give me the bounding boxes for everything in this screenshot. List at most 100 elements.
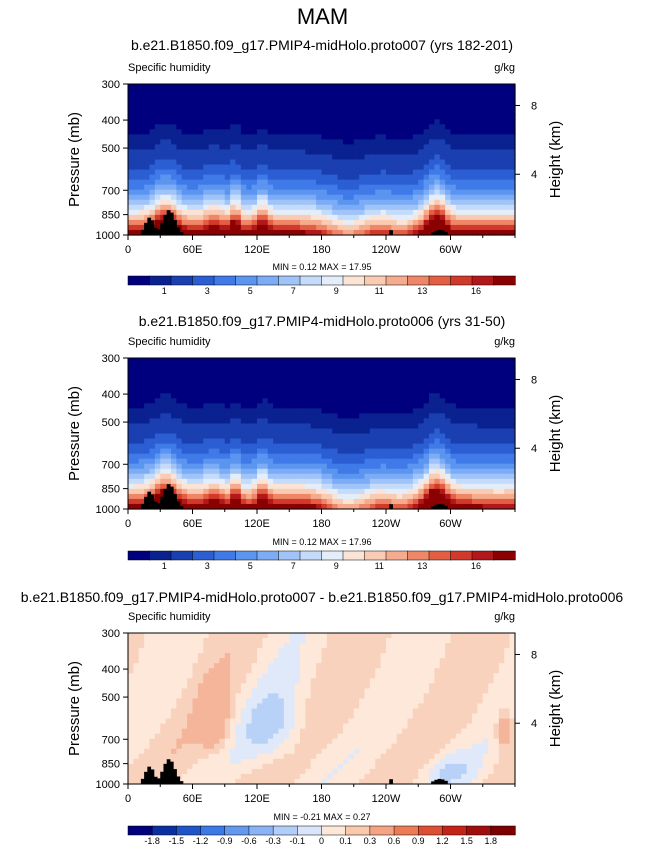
heatmap-cell: [262, 398, 269, 404]
heatmap-cell: [289, 134, 296, 140]
heatmap-cell: [450, 418, 457, 425]
heatmap-cell: [192, 768, 199, 775]
heatmap-cell: [407, 373, 414, 379]
heatmap-cell: [214, 358, 220, 364]
heatmap-cell: [224, 159, 231, 166]
heatmap-cell: [257, 149, 263, 156]
heatmap-cell: [214, 368, 220, 374]
heatmap-cell: [192, 423, 199, 430]
topography-block: [166, 484, 171, 509]
heatmap-cell: [305, 373, 312, 379]
heatmap-cell: [488, 368, 495, 374]
heatmap-cell: [412, 418, 419, 425]
heatmap-cell: [197, 633, 204, 639]
heatmap-cell: [305, 184, 312, 191]
heatmap-cell: [429, 408, 435, 414]
heatmap-cell: [251, 448, 258, 455]
heatmap-cell: [171, 438, 177, 445]
heatmap-cell: [128, 733, 134, 740]
heatmap-cell: [144, 648, 151, 654]
heatmap-cell: [278, 134, 285, 140]
heatmap-cell: [391, 129, 398, 135]
heatmap-cell: [391, 224, 398, 231]
heatmap-cell: [219, 493, 226, 500]
heatmap-cell: [305, 458, 312, 465]
heatmap-cell: [466, 393, 473, 399]
heatmap-cell: [273, 423, 280, 430]
heatmap-cell: [337, 219, 344, 226]
heatmap-cell: [321, 408, 328, 414]
heatmap-cell: [294, 388, 301, 394]
heatmap-cell: [273, 199, 280, 206]
heatmap-cells: [128, 84, 516, 236]
heatmap-cell: [305, 483, 312, 490]
heatmap-cell: [493, 184, 500, 191]
heatmap-cell: [138, 708, 145, 715]
heatmap-cell: [509, 488, 516, 495]
heatmap-cell: [262, 124, 269, 130]
heatmap-cell: [138, 698, 145, 705]
heatmap-cell: [128, 718, 134, 725]
heatmap-cell: [154, 703, 161, 710]
heatmap-cell: [154, 149, 161, 156]
heatmap-cell: [262, 94, 269, 100]
heatmap-cell: [369, 84, 376, 90]
heatmap-cell: [154, 438, 161, 445]
heatmap-cell: [300, 219, 306, 226]
heatmap-cell: [240, 393, 247, 399]
colorbar-swatch: [127, 550, 151, 561]
heatmap-cell: [343, 423, 349, 430]
heatmap-cell: [439, 358, 446, 364]
heatmap-cell: [262, 373, 269, 379]
heatmap-cell: [369, 438, 376, 445]
heatmap-cell: [138, 743, 145, 750]
heatmap-cell: [273, 174, 280, 181]
heatmap-cell: [262, 438, 269, 445]
heatmap-cell: [165, 658, 172, 664]
heatmap-cell: [461, 104, 468, 110]
heatmap-cell: [154, 214, 161, 221]
heatmap-cell: [154, 708, 161, 715]
heatmap-cell: [257, 363, 263, 369]
heatmap-cell: [219, 498, 226, 505]
stats-label: MIN = 0.12 MAX = 17.95: [272, 262, 371, 272]
heatmap-cell: [407, 418, 414, 425]
heatmap-cell: [434, 199, 441, 206]
heatmap-cell: [482, 378, 489, 384]
heatmap-cell: [482, 413, 489, 419]
heatmap-cell: [332, 453, 339, 460]
heatmap-cell: [402, 134, 409, 140]
heatmap-cell: [176, 683, 183, 689]
heatmap-cell: [418, 403, 425, 409]
heatmap-cell: [316, 154, 323, 161]
heatmap-cell: [498, 229, 505, 236]
heatmap-cell: [316, 124, 323, 130]
heatmap-cell: [273, 433, 280, 440]
heatmap-cell: [273, 159, 280, 166]
heatmap-cell: [144, 723, 151, 730]
heatmap-cell: [289, 358, 296, 364]
heatmap-cell: [267, 438, 274, 445]
heatmap-cell: [343, 209, 349, 216]
heatmap-cell: [445, 408, 452, 414]
heatmap-cell: [396, 199, 403, 206]
heatmap-cell: [203, 753, 210, 760]
heatmap-cell: [187, 698, 194, 705]
heatmap-cell: [386, 89, 392, 95]
chart-title: b.e21.B1850.f09_g17.PMIP4-midHolo.proto0…: [131, 37, 513, 53]
heatmap-cell: [171, 199, 177, 206]
heatmap-cell: [450, 214, 457, 221]
heatmap-cell: [187, 448, 194, 455]
heatmap-cell: [144, 214, 151, 221]
heatmap-cell: [230, 368, 237, 374]
heatmap-cell: [138, 703, 145, 710]
heatmap-cell: [439, 104, 446, 110]
heatmap-cell: [504, 383, 511, 389]
heatmap-cell: [246, 473, 253, 480]
heatmap-cell: [488, 129, 495, 135]
y-tick-label: 850: [102, 210, 120, 222]
heatmap-cell: [332, 114, 339, 120]
colorbar-swatch: [385, 550, 409, 561]
heatmap-cell: [482, 84, 489, 90]
heatmap-cell: [332, 199, 339, 206]
